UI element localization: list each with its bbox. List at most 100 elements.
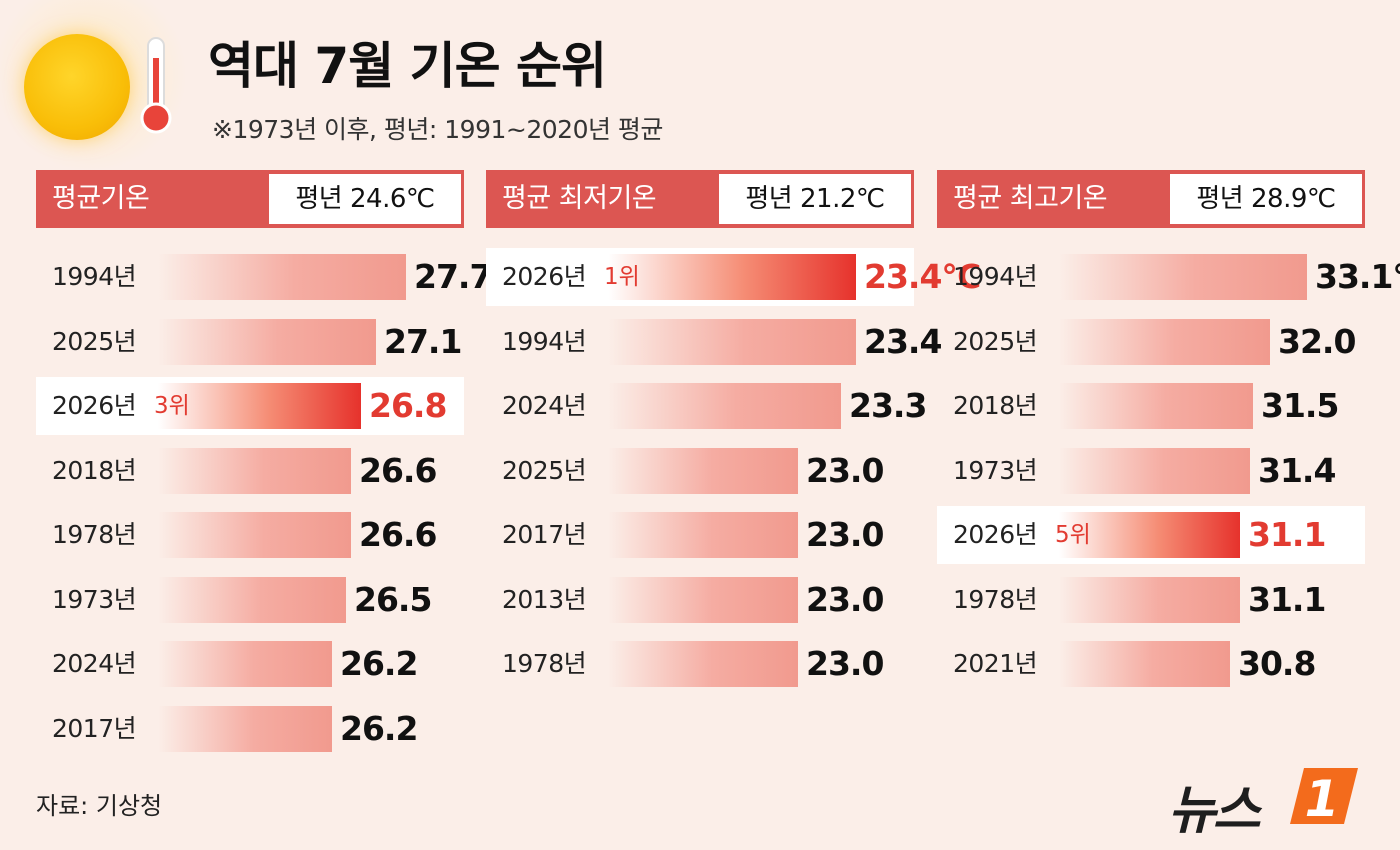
normal-value-box: 평년 24.6℃ <box>269 174 461 224</box>
highlight-row: 2026년 1위 23.4℃ <box>486 248 981 306</box>
ranking-row: 1978년 26.6 <box>36 506 464 564</box>
year-label: 2017년 <box>502 520 587 549</box>
ranking-row: 2025년 27.1 <box>36 313 464 371</box>
year-label: 1994년 <box>953 262 1038 291</box>
news1-logo: 뉴스 1 <box>1168 762 1368 841</box>
value-label: 26.8 <box>369 386 447 425</box>
logo-badge-icon: 1 <box>1290 768 1358 828</box>
year-label: 2018년 <box>52 455 137 485</box>
value-label: 31.1 <box>1248 515 1326 554</box>
year-label: 2025년 <box>502 455 587 485</box>
ranking-row: 2025년 32.0 <box>937 313 1365 371</box>
panel-header: 평균 최고기온 평년 28.9℃ <box>937 170 1365 228</box>
value-bar <box>608 318 856 365</box>
highlight-row: 2026년 5위 31.1 <box>937 506 1365 564</box>
highlight-row: 2026년 3위 26.8 <box>36 377 464 435</box>
value-label: 23.0 <box>806 644 884 683</box>
page-subtitle: ※1973년 이후, 평년: 1991~2020년 평균 <box>212 115 663 144</box>
year-label: 1978년 <box>953 584 1038 614</box>
value-label: 31.1 <box>1248 579 1326 619</box>
ranking-panel: 평균 최고기온 평년 28.9℃ 1994년 33.1℃ 2025년 32.0 2018년 3… <box>937 170 1400 687</box>
year-label: 2025년 <box>953 326 1038 356</box>
value-label: 23.0 <box>806 515 884 554</box>
ranking-row: 1978년 23.0 <box>486 635 914 693</box>
ranking-row: 2013년 23.0 <box>486 571 914 629</box>
value-label: 23.4 <box>864 321 942 361</box>
ranking-row: 2025년 23.0 <box>486 442 914 500</box>
value-label: 26.6 <box>359 515 437 554</box>
year-label: 2013년 <box>502 584 587 614</box>
ranking-panel: 평균기온 평년 24.6℃ 1994년 27.7℃ 2025년 27.1 2026년 3위 26… <box>36 170 531 752</box>
value-bar <box>1059 512 1240 558</box>
year-label: 2021년 <box>953 649 1038 678</box>
value-bar <box>608 254 856 300</box>
year-label: 2024년 <box>52 649 137 678</box>
ranking-row: 2017년 26.2 <box>36 700 464 758</box>
value-bar <box>1059 254 1307 300</box>
year-label: 2017년 <box>52 713 137 743</box>
ranking-row: 1973년 26.5 <box>36 571 464 629</box>
ranking-row: 1994년 33.1℃ <box>937 248 1400 306</box>
value-label: 26.6 <box>359 450 437 490</box>
value-bar <box>1059 383 1253 429</box>
year-label: 2026년 <box>52 391 137 420</box>
value-bar <box>158 254 406 300</box>
value-label: 23.4℃ <box>864 257 981 296</box>
ranking-row: 2018년 31.5 <box>937 377 1365 435</box>
value-label: 27.1 <box>384 321 462 361</box>
year-label: 1973년 <box>953 455 1038 485</box>
value-bar <box>1059 447 1250 494</box>
value-label: 26.2 <box>340 644 418 683</box>
value-bar <box>158 383 361 429</box>
normal-value-box: 평년 21.2℃ <box>719 174 911 224</box>
year-label: 2026년 <box>502 262 587 291</box>
source-note: 자료: 기상청 <box>36 792 163 820</box>
value-label: 32.0 <box>1278 321 1356 361</box>
panel-title: 평균 최고기온 <box>953 183 1108 214</box>
logo-text: 뉴스 <box>1168 781 1261 841</box>
value-label: 26.5 <box>354 579 432 619</box>
value-bar <box>158 705 332 752</box>
ranking-row: 1994년 23.4 <box>486 313 942 371</box>
value-label: 33.1℃ <box>1315 257 1400 296</box>
year-label: 1978년 <box>502 649 587 678</box>
ranking-row: 1973년 31.4 <box>937 442 1365 500</box>
value-bar <box>1059 641 1230 687</box>
year-label: 2024년 <box>502 391 587 420</box>
ranking-row: 2024년 23.3 <box>486 377 927 435</box>
ranking-row: 1978년 31.1 <box>937 571 1365 629</box>
svg-text:1: 1 <box>1305 770 1340 828</box>
value-bar <box>1059 576 1240 623</box>
thermometer-icon <box>140 37 172 134</box>
rank-label: 3위 <box>154 393 190 419</box>
year-label: 1994년 <box>52 262 137 291</box>
panel-title: 평균기온 <box>52 183 150 214</box>
value-label: 23.3 <box>849 386 927 425</box>
year-label: 1994년 <box>502 326 587 356</box>
value-bar <box>158 512 351 558</box>
year-label: 2018년 <box>953 391 1038 420</box>
value-bar <box>608 383 841 429</box>
ranking-panel: 평균 최저기온 평년 21.2℃ 2026년 1위 23.4℃ 1994년 23.4 2024… <box>486 170 981 687</box>
normal-value-box: 평년 28.9℃ <box>1170 174 1362 224</box>
value-bar <box>1059 318 1270 365</box>
panel-header: 평균기온 평년 24.6℃ <box>36 170 464 228</box>
year-label: 2025년 <box>52 326 137 356</box>
value-label: 23.0 <box>806 579 884 619</box>
value-bar <box>158 447 351 494</box>
value-bar <box>608 512 798 558</box>
year-label: 2026년 <box>953 520 1038 549</box>
value-label: 31.4 <box>1258 450 1336 490</box>
ranking-row: 2017년 23.0 <box>486 506 914 564</box>
page-title: 역대 7월 기온 순위 <box>208 37 607 95</box>
value-bar <box>158 318 376 365</box>
sun-icon <box>24 34 130 140</box>
year-label: 1978년 <box>52 520 137 549</box>
value-label: 30.8 <box>1238 644 1316 683</box>
value-bar <box>158 641 332 687</box>
panel-header: 평균 최저기온 평년 21.2℃ <box>486 170 914 228</box>
value-bar <box>608 641 798 687</box>
year-label: 1973년 <box>52 584 137 614</box>
ranking-row: 2024년 26.2 <box>36 635 464 693</box>
value-bar <box>608 576 798 623</box>
